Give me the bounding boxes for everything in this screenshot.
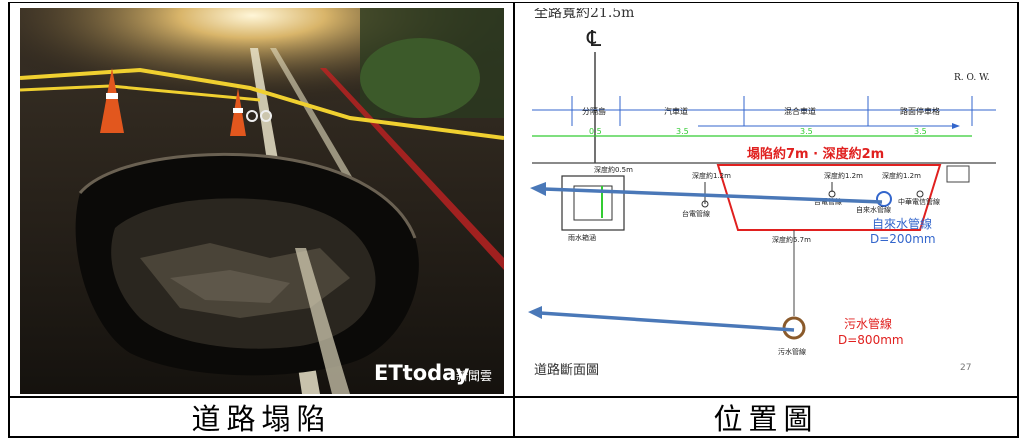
watermark-brand: ETtoday — [374, 361, 470, 385]
width-mixed-lane: 3.5 — [800, 127, 813, 136]
diagram-footer-title: 道路斷面圖 — [534, 362, 599, 378]
sewer-pipe-size: D=800mm — [838, 333, 904, 347]
table-border-left — [8, 2, 10, 438]
lane-label-car-lane: 汽車道 — [664, 106, 688, 116]
collapse-zone — [716, 164, 942, 231]
sewer-pipe-arrowhead — [528, 306, 542, 319]
page-number: 27 — [960, 363, 971, 373]
table-border-right — [1017, 2, 1019, 438]
water-pipe-arrow — [543, 187, 883, 204]
water-pipe-size: D=200mm — [870, 232, 936, 246]
table-border-divider — [513, 2, 515, 438]
width-parking-lane: 3.5 — [914, 127, 927, 136]
lane-label-parking-lane: 路面停車格 — [900, 106, 940, 116]
direction-arrowhead — [952, 123, 960, 129]
depth-label-sewer: 深度約5.7m — [772, 235, 811, 244]
depth-label-power-1: 深度約1.2m — [692, 171, 731, 180]
watermark-suffix: 新聞雲 — [456, 368, 492, 383]
water-pipe-arrowhead — [530, 182, 546, 196]
depth-label-power-2: 深度約1.2m — [824, 171, 863, 180]
power-pipe-1 — [701, 200, 709, 208]
centerline-symbol: ℄ — [586, 27, 602, 52]
water-pipe-label: 自來水管線 — [872, 216, 932, 231]
sewer-pipe-arrow — [539, 311, 795, 332]
depth-label-telecom: 深度約1.2m — [882, 171, 921, 180]
road-cross-section-diagram: 全路寬約21.5m ℄ R. O. W. 分隔島 汽車道 混合車道 路面停車格 … — [522, 8, 1006, 394]
caption-left: 道路塌陷 — [191, 402, 332, 436]
caption-right: 位置圖 — [713, 402, 819, 436]
road-width-text: 全路寬約21.5m — [534, 8, 634, 21]
lane-label-mixed-lane: 混合車道 — [784, 106, 816, 116]
power-pipe-1-label: 台電管線 — [682, 209, 710, 218]
telecom-pipe — [916, 190, 924, 198]
sinkhole-photo: ETtoday 新聞雲 — [20, 8, 504, 394]
collapse-label: 塌陷約7m · 深度約2m — [747, 146, 884, 162]
width-divider-island: 0.5 — [589, 127, 602, 136]
row-label: R. O. W. — [954, 73, 990, 83]
storm-culvert-inner — [573, 185, 613, 221]
power-pipe-2 — [828, 190, 836, 198]
sewer-pipe-label: 污水管線 — [844, 316, 892, 331]
sinkhole-photo-art: ETtoday 新聞雲 — [20, 8, 504, 394]
water-pipe-small-label: 自來水管線 — [856, 205, 891, 214]
curb-box — [946, 165, 970, 183]
width-car-lane: 3.5 — [676, 127, 689, 136]
depth-label-culvert: 深度約0.5m — [594, 165, 633, 174]
telecom-pipe-label: 中華電信管線 — [898, 197, 940, 206]
storm-culvert-label: 雨水箱涵 — [568, 233, 596, 242]
storm-culvert-outer — [561, 175, 625, 231]
lane-label-divider-island: 分隔島 — [582, 106, 606, 116]
sewer-pipe-small-label: 污水管線 — [778, 347, 806, 356]
water-pipe — [876, 191, 892, 207]
